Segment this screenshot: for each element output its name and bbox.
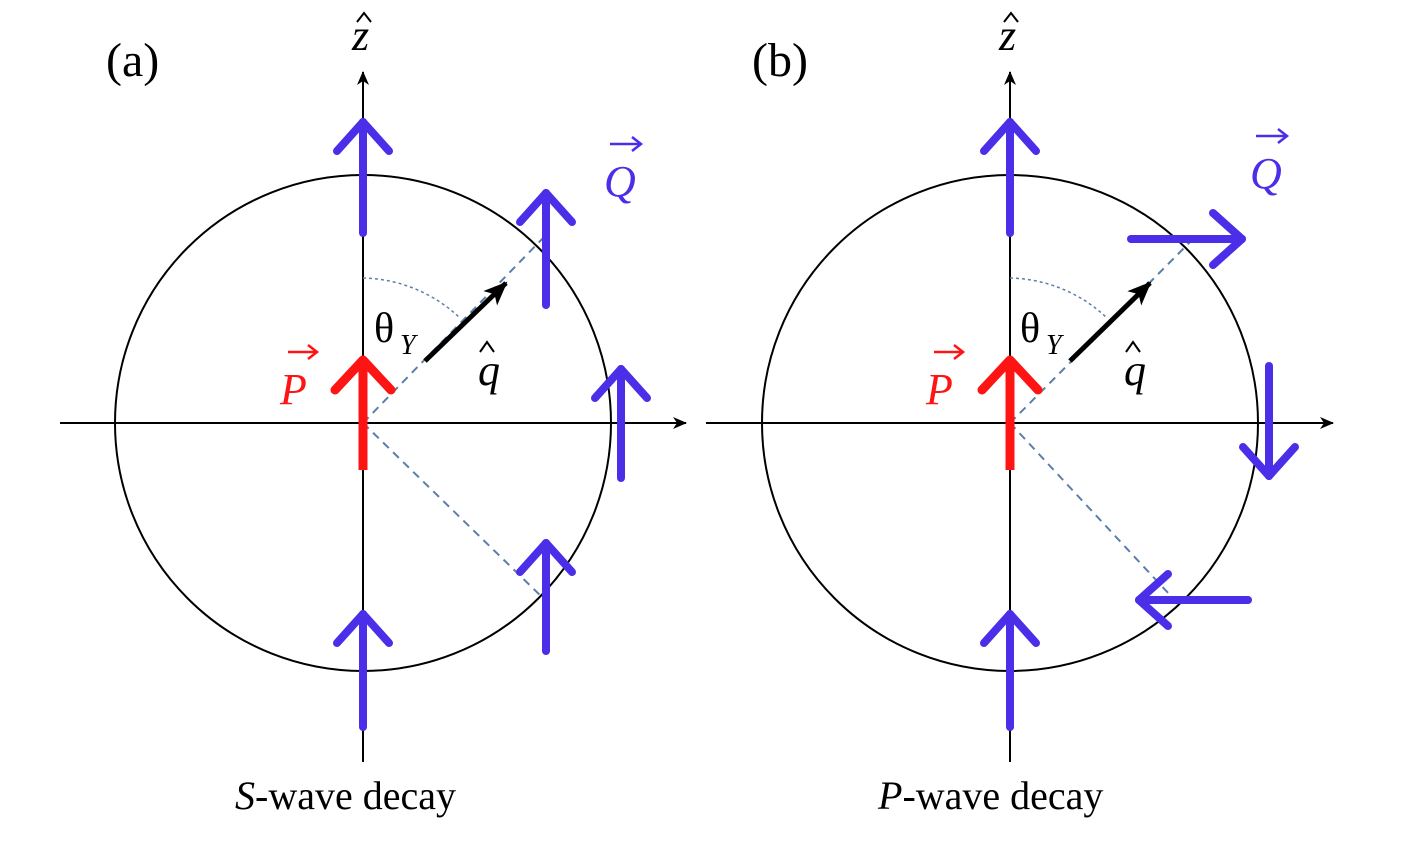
svg-text:q: q (1124, 346, 1146, 395)
vector-arrow-icon (1256, 128, 1290, 144)
svg-text:z: z (998, 11, 1016, 60)
hat-icon (1003, 11, 1019, 23)
svg-text:q: q (478, 346, 500, 395)
svg-text:Y: Y (400, 330, 419, 361)
svg-text:Y: Y (1046, 330, 1065, 361)
spin-arrow-lower-right-left (1135, 570, 1252, 630)
panel-a-Q-label: Q (604, 136, 644, 206)
hat-icon (479, 340, 495, 353)
panel-b-dashed-line-lower (1009, 422, 1171, 596)
hat-icon (1125, 340, 1141, 353)
svg-text:P: P (279, 365, 307, 414)
hat-icon (356, 11, 372, 23)
vector-arrow-icon (288, 344, 320, 360)
panel-a-caption: S-wave decay (235, 773, 456, 818)
svg-text:θ: θ (374, 306, 394, 352)
panel-a-P-vector (330, 355, 396, 470)
panel-b-z-label: z (998, 11, 1019, 60)
svg-text:θ: θ (1020, 306, 1040, 352)
panel-b-q-label: q (1124, 340, 1146, 395)
svg-text:P: P (925, 365, 953, 414)
spin-arrow-right (591, 365, 651, 482)
panel-b-Q-label: Q (1250, 128, 1290, 198)
panel-a-q-label: q (478, 340, 500, 395)
panel-a-dashed-line-lower (362, 422, 544, 599)
svg-text:Q: Q (1250, 149, 1282, 198)
spin-arrow-lower-right (516, 539, 576, 655)
panel-b-P-vector (977, 355, 1043, 470)
spin-arrow-right-down (1239, 362, 1299, 480)
panel-a-P-label: P (279, 344, 320, 414)
spin-arrow-upper-right (516, 189, 576, 309)
panel-a-theta-label: θ Y (374, 306, 419, 361)
panel-b-label: (b) (752, 34, 808, 87)
vector-arrow-icon (934, 344, 966, 360)
panel-a-q-arrow (423, 281, 508, 363)
panel-a: (a) z θ Y q P (60, 11, 687, 818)
panel-a-spin-arrows (333, 118, 651, 731)
spin-arrow-bottom (333, 610, 393, 731)
spin-arrow-top (333, 118, 393, 237)
panel-b-P-label: P (925, 344, 966, 414)
vector-arrow-icon (610, 136, 644, 152)
panel-b-q-arrow (1068, 281, 1152, 363)
panel-b-spin-arrows (980, 118, 1299, 731)
svg-text:Q: Q (604, 157, 636, 206)
svg-text:z: z (351, 11, 369, 60)
spin-arrow-upper-right-horizontal (1127, 209, 1246, 269)
spin-arrow-bottom (980, 610, 1040, 731)
panel-b-theta-label: θ Y (1020, 306, 1065, 361)
panel-a-label: (a) (106, 34, 159, 87)
panel-b: (b) z θ Y q P Q (706, 11, 1334, 818)
panel-a-z-label: z (351, 11, 372, 60)
spin-arrow-top (980, 118, 1040, 237)
panel-b-caption: P-wave decay (877, 773, 1103, 818)
